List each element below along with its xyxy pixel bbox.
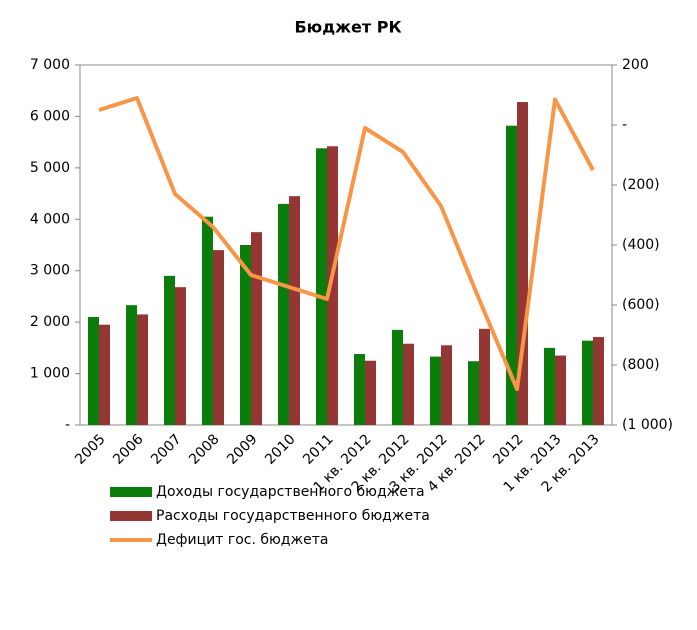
bar — [175, 287, 186, 425]
legend-label: Дефицит гос. бюджета — [156, 532, 328, 548]
bar — [441, 345, 452, 425]
bar — [126, 305, 137, 425]
bar — [278, 203, 289, 425]
bar — [517, 102, 528, 426]
y2-tick-label: - — [622, 117, 627, 133]
y2-tick-label: (600) — [622, 297, 660, 313]
y-tick-label: 4 000 — [30, 211, 70, 227]
bar — [99, 324, 110, 425]
bar — [555, 355, 566, 425]
bar — [164, 275, 175, 425]
bar — [137, 314, 148, 425]
bar — [251, 232, 262, 425]
legend-swatch — [110, 511, 152, 521]
y2-tick-label: (1 000) — [622, 417, 673, 433]
x-tick-label: 2006 — [110, 431, 147, 468]
bar — [479, 328, 490, 425]
bar — [88, 317, 99, 425]
y2-tick-label: (800) — [622, 357, 660, 373]
y2-tick-label: (400) — [622, 237, 660, 253]
bar — [544, 347, 555, 425]
bar — [365, 360, 376, 425]
y-tick-label: 2 000 — [30, 314, 70, 330]
bar — [392, 329, 403, 425]
bar — [582, 340, 593, 425]
legend-label: Доходы государственного бюджета — [156, 484, 425, 500]
plot-frame — [79, 64, 613, 426]
y2-tick-label: 200 — [622, 57, 649, 73]
legend-label: Расходы государственного бюджета — [156, 508, 430, 524]
x-tick-label: 2010 — [262, 431, 299, 468]
bar — [468, 361, 479, 425]
y-tick-label: 1 000 — [30, 366, 70, 382]
x-tick-label: 2007 — [148, 431, 185, 468]
y-tick-label: - — [65, 417, 70, 433]
bar — [327, 146, 338, 425]
y-tick-label: 3 000 — [30, 263, 70, 279]
bar — [403, 343, 414, 425]
y-tick-label: 7 000 — [30, 57, 70, 73]
bar — [316, 148, 327, 426]
bar — [240, 245, 251, 425]
x-tick-label: 2005 — [72, 431, 109, 468]
legend-swatch — [110, 487, 152, 497]
line — [98, 96, 595, 391]
bar — [430, 356, 441, 425]
y-tick-label: 6 000 — [30, 108, 70, 124]
y-tick-label: 5 000 — [30, 160, 70, 176]
bar — [213, 250, 224, 425]
x-tick-label: 2009 — [224, 431, 261, 468]
x-tick-label: 2008 — [186, 431, 223, 468]
y2-tick-label: (200) — [622, 177, 660, 193]
bar — [202, 216, 213, 425]
chart-title: Бюджет РК — [294, 18, 401, 37]
bar — [506, 125, 517, 425]
bar — [593, 337, 604, 425]
bar — [354, 354, 365, 425]
bar — [289, 196, 300, 425]
